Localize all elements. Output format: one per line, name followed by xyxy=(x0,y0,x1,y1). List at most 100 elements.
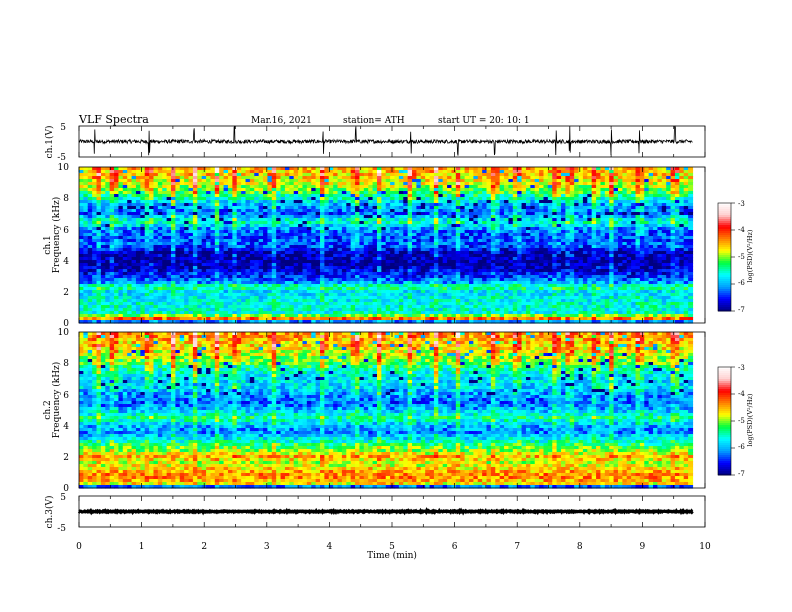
spectrogram-cell xyxy=(135,191,141,195)
ch1-ylabel: ch.1(V) xyxy=(44,126,55,159)
spectrogram-cell xyxy=(258,167,264,171)
spectrogram-cell xyxy=(140,215,146,219)
spectrogram-cell xyxy=(412,191,418,195)
spectrogram-cell xyxy=(302,218,308,222)
spectrogram-cell xyxy=(131,194,137,198)
spectrogram-cell xyxy=(114,185,120,189)
spectrogram-cell xyxy=(442,206,448,210)
spectrogram-cell xyxy=(79,320,84,324)
spectrogram-cell xyxy=(184,281,190,285)
spectrogram-cell xyxy=(429,308,435,312)
spectrogram-cell xyxy=(341,248,347,252)
spectrogram-cell xyxy=(451,218,457,222)
spectrogram-cell xyxy=(341,278,347,282)
spectrogram-cell xyxy=(293,260,299,264)
spectrogram-cell xyxy=(153,275,159,279)
spectrogram-cell xyxy=(350,230,356,234)
spectrogram-cell xyxy=(100,281,106,285)
spectrogram-cell xyxy=(263,269,269,273)
spectrogram-cell xyxy=(324,185,330,189)
spectrogram-cell xyxy=(482,314,488,318)
spectrogram-cell xyxy=(227,182,233,186)
spectrogram-cell xyxy=(455,305,461,309)
spectrogram-cell xyxy=(333,272,339,276)
spectrogram-cell xyxy=(333,260,339,264)
spectrogram-cell xyxy=(333,284,339,288)
spectrogram-cell xyxy=(324,260,330,264)
spectrogram-cell xyxy=(355,299,361,303)
spectrogram-cell xyxy=(298,293,304,297)
spectrogram-cell xyxy=(315,314,321,318)
spectrogram-cell xyxy=(438,251,444,255)
spectrogram-cell xyxy=(403,305,409,309)
spectrogram-cell xyxy=(100,254,106,258)
spectrogram-cell xyxy=(258,218,264,222)
spectrogram-cell xyxy=(79,176,84,180)
spectrogram-cell xyxy=(394,167,400,171)
spectrogram-cell xyxy=(153,239,159,243)
spectrogram-cell xyxy=(324,281,330,285)
spectrogram-cell xyxy=(407,278,413,282)
spectrogram-cell xyxy=(302,167,308,171)
spectrogram-cell xyxy=(490,242,496,246)
spectrogram-cell xyxy=(477,221,483,225)
spectrogram-cell xyxy=(219,176,225,180)
spectrogram-cell xyxy=(227,248,233,252)
spectrogram-cell xyxy=(490,200,496,204)
spectrogram-cell xyxy=(306,215,312,219)
spectrogram-cell xyxy=(232,233,238,237)
spectrogram-cell xyxy=(482,221,488,225)
spectrogram-cell xyxy=(127,173,133,177)
spectrogram-cell xyxy=(232,191,238,195)
ch1-ytick-bottom: -5 xyxy=(57,153,66,163)
spectrogram-cell xyxy=(473,185,479,189)
spectrogram-cell xyxy=(188,299,194,303)
spectrogram-cell xyxy=(179,170,185,174)
spectrogram-cell xyxy=(280,287,286,291)
spectrogram-cell xyxy=(140,176,146,180)
spectrogram-cell xyxy=(315,305,321,309)
spectrogram-cell xyxy=(179,284,185,288)
spectrogram-cell xyxy=(166,251,172,255)
spectrogram-cell xyxy=(157,275,163,279)
spectrogram-cell xyxy=(236,320,242,324)
spectrogram-cell xyxy=(144,320,150,324)
spectrogram-cell xyxy=(433,191,439,195)
spectrogram-cell xyxy=(105,320,111,324)
spectrogram-cell xyxy=(188,221,194,225)
spectrogram-cell xyxy=(363,221,369,225)
spectrogram-cell xyxy=(372,182,378,186)
spectrogram-cell xyxy=(328,194,334,198)
spectrogram-cell xyxy=(236,284,242,288)
spectrogram-cell xyxy=(214,260,220,264)
spectrogram-cell xyxy=(184,185,190,189)
spectrogram-cell xyxy=(122,212,128,216)
spectrogram-cell xyxy=(127,287,133,291)
spectrogram-cell xyxy=(157,254,163,258)
spectrogram-cell xyxy=(320,272,325,276)
spectrogram-cell xyxy=(241,308,247,312)
spectrogram-cell xyxy=(363,287,369,291)
spectrogram-cell xyxy=(394,197,400,201)
spectrogram-cell xyxy=(232,218,238,222)
spectrogram-cell xyxy=(92,314,98,318)
spectrogram-cell xyxy=(346,212,352,216)
spectrogram-cell xyxy=(438,203,444,207)
spectrogram-cell xyxy=(333,293,339,297)
spectrogram-cell xyxy=(469,293,474,297)
spectrogram-cell xyxy=(179,194,185,198)
spectrogram-cell xyxy=(412,188,418,192)
spectrogram-cell xyxy=(175,182,181,186)
spectrogram-cell xyxy=(376,203,382,207)
spectrogram-cell xyxy=(469,299,474,303)
spectrogram-cell xyxy=(135,314,141,318)
spectrogram-cell xyxy=(486,239,492,243)
spectrogram-cell xyxy=(127,218,133,222)
spectrogram-cell xyxy=(407,185,413,189)
spectrogram-cell xyxy=(337,185,343,189)
spectrogram-cell xyxy=(219,263,225,267)
spectrogram-cell xyxy=(394,278,400,282)
spectrogram-cell xyxy=(140,266,146,270)
spectrogram-cell xyxy=(486,287,492,291)
spectrogram-cell xyxy=(398,320,404,324)
